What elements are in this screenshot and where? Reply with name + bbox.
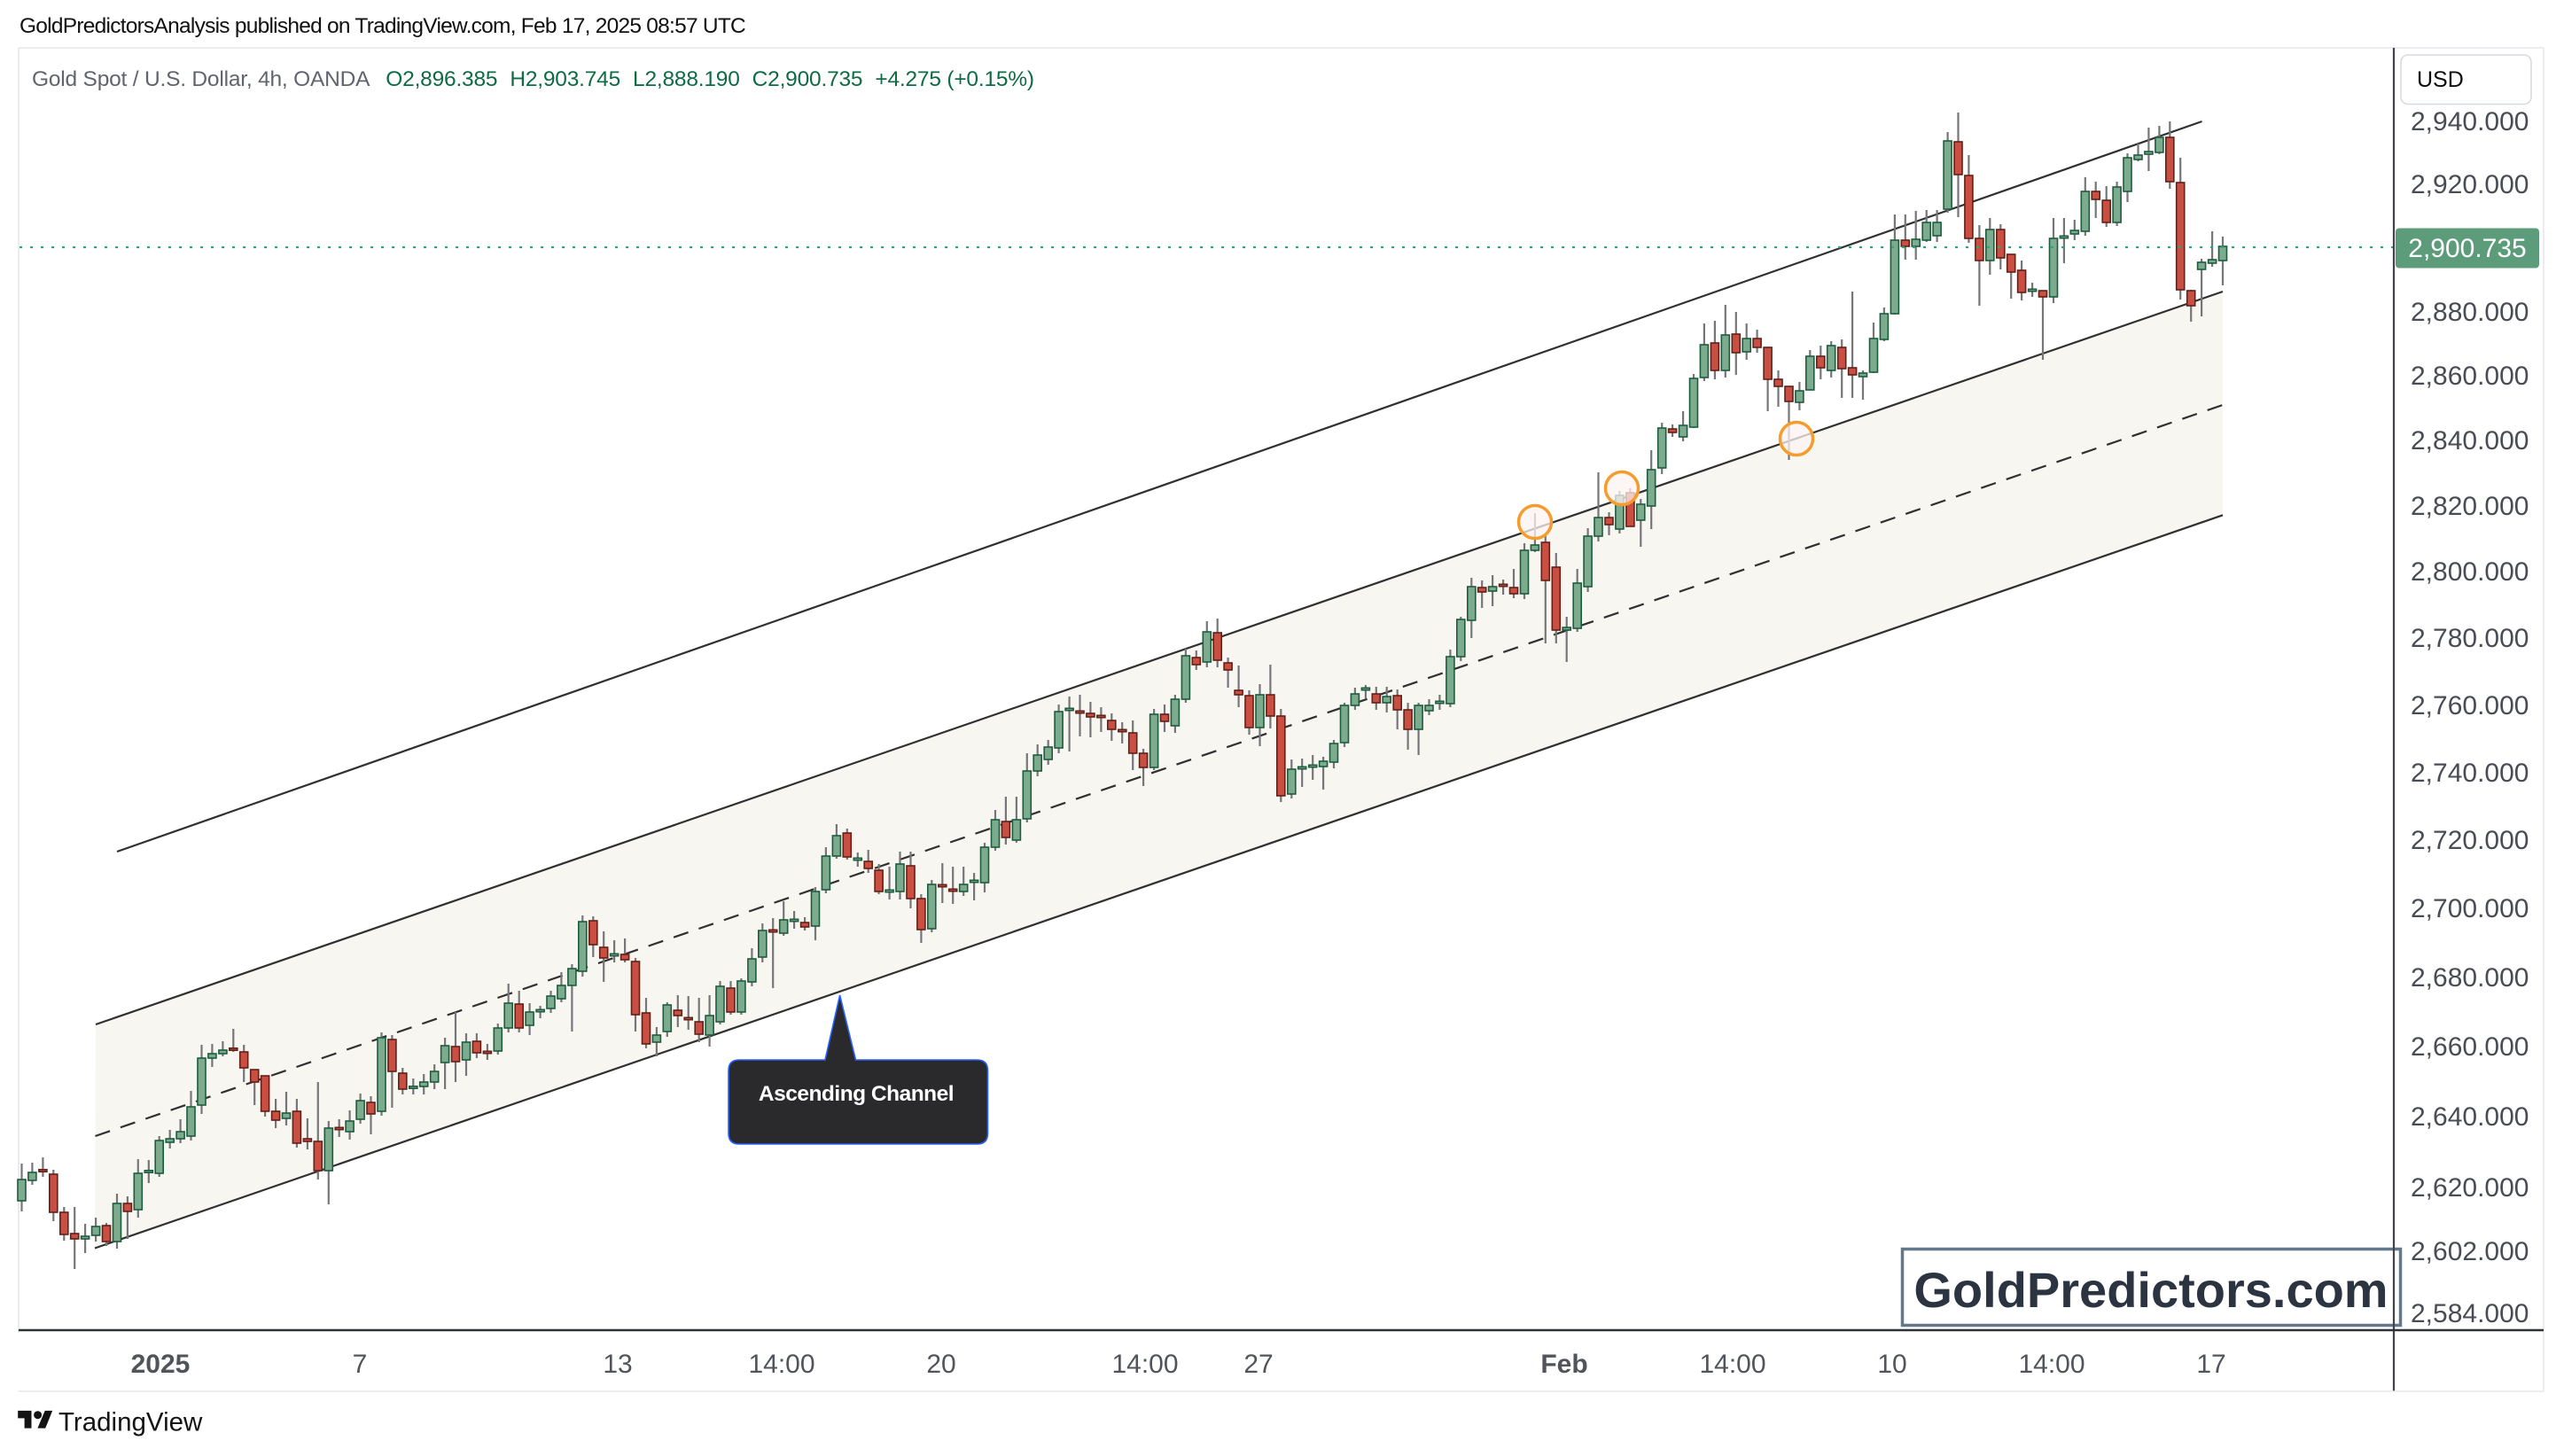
svg-text:14:00: 14:00 xyxy=(748,1350,814,1379)
svg-text:14:00: 14:00 xyxy=(1699,1350,1765,1379)
svg-text:2,620.000: 2,620.000 xyxy=(2411,1173,2529,1203)
svg-text:2,760.000: 2,760.000 xyxy=(2411,691,2529,720)
svg-text:10: 10 xyxy=(1877,1350,1906,1379)
svg-text:14:00: 14:00 xyxy=(2018,1350,2085,1379)
svg-text:USD: USD xyxy=(2417,67,2464,92)
svg-text:2,780.000: 2,780.000 xyxy=(2411,624,2529,653)
svg-text:2,720.000: 2,720.000 xyxy=(2411,826,2529,855)
svg-text:Ascending Channel: Ascending Channel xyxy=(759,1082,954,1106)
svg-text:2,840.000: 2,840.000 xyxy=(2411,426,2529,455)
svg-text:2,640.000: 2,640.000 xyxy=(2411,1102,2529,1132)
svg-text:2,700.000: 2,700.000 xyxy=(2411,894,2529,923)
svg-text:2025: 2025 xyxy=(131,1350,191,1379)
svg-text:2,900.735: 2,900.735 xyxy=(2408,234,2526,263)
svg-text:2,800.000: 2,800.000 xyxy=(2411,557,2529,587)
svg-text:2,920.000: 2,920.000 xyxy=(2411,170,2529,199)
svg-text:GoldPredictorsAnalysis publish: GoldPredictorsAnalysis published on Trad… xyxy=(19,14,745,38)
svg-text:2,584.000: 2,584.000 xyxy=(2411,1299,2529,1328)
svg-text:TradingView: TradingView xyxy=(58,1408,203,1437)
svg-text:20: 20 xyxy=(926,1350,955,1379)
svg-text:2,660.000: 2,660.000 xyxy=(2411,1032,2529,1062)
svg-text:7: 7 xyxy=(353,1350,368,1379)
svg-text:27: 27 xyxy=(1243,1350,1273,1379)
svg-text:GoldPredictors.com: GoldPredictors.com xyxy=(1913,1262,2388,1318)
svg-text:17: 17 xyxy=(2196,1350,2225,1379)
svg-text:2,740.000: 2,740.000 xyxy=(2411,759,2529,788)
svg-text:2,940.000: 2,940.000 xyxy=(2411,107,2529,136)
svg-text:14:00: 14:00 xyxy=(1111,1350,1178,1379)
svg-text:2,880.000: 2,880.000 xyxy=(2411,298,2529,327)
svg-text:2,602.000: 2,602.000 xyxy=(2411,1237,2529,1266)
svg-text:2,680.000: 2,680.000 xyxy=(2411,963,2529,993)
svg-text:Feb: Feb xyxy=(1540,1350,1587,1379)
svg-text:2,860.000: 2,860.000 xyxy=(2411,362,2529,391)
svg-text:13: 13 xyxy=(603,1350,632,1379)
svg-text:Gold Spot / U.S. Dollar, 4h, O: Gold Spot / U.S. Dollar, 4h, OANDA O2,896… xyxy=(32,67,1034,91)
svg-text:2,820.000: 2,820.000 xyxy=(2411,492,2529,521)
